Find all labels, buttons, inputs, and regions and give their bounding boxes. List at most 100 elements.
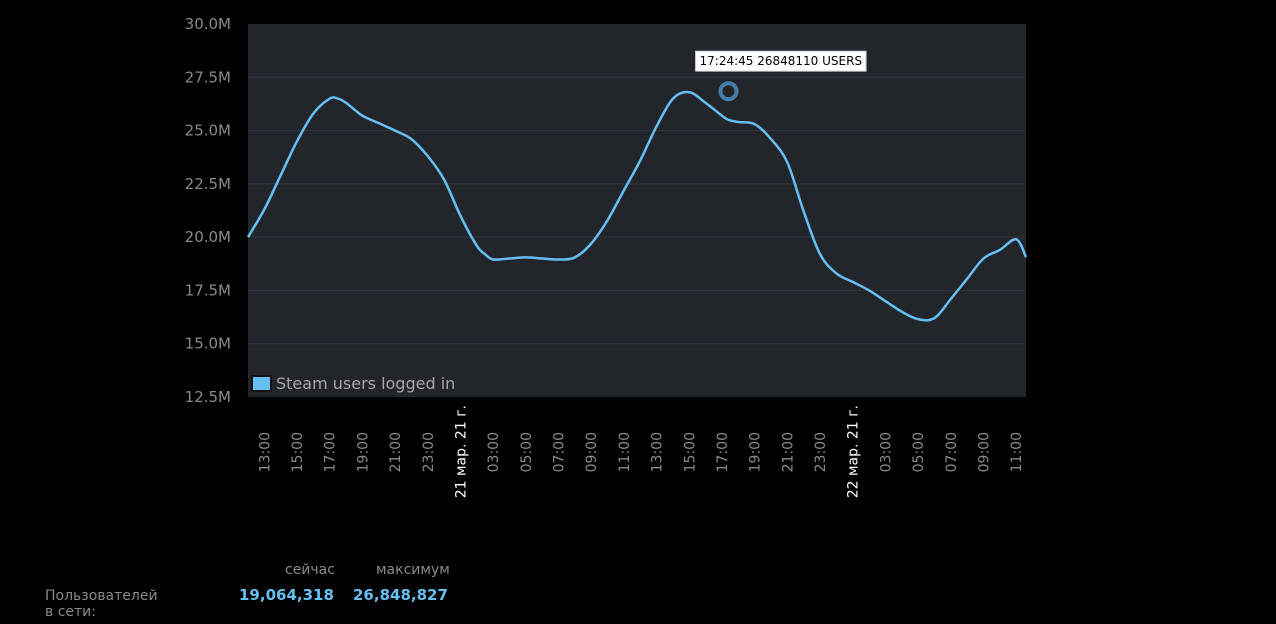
x-date-label: 21 мар. 21 г.	[453, 405, 469, 498]
data-point	[377, 121, 381, 125]
data-point	[589, 242, 593, 246]
tooltip-text: 17:24:45 26848110 USERS	[700, 54, 863, 68]
data-point	[336, 97, 340, 101]
data-point	[475, 244, 479, 248]
data-point	[785, 161, 789, 165]
data-point	[442, 178, 446, 182]
data-point	[883, 299, 887, 303]
data-point	[246, 235, 250, 239]
data-point	[818, 252, 822, 256]
y-tick-label: 20.0M	[185, 228, 231, 246]
data-point	[393, 129, 397, 133]
x-tick-label: 23:00	[421, 432, 437, 472]
x-tick-label: 21:00	[780, 432, 796, 472]
x-tick-label: 11:00	[1009, 432, 1025, 472]
data-point	[360, 114, 364, 118]
data-point	[409, 137, 413, 141]
data-point	[622, 188, 626, 192]
data-point	[311, 112, 315, 116]
data-point	[982, 257, 986, 261]
data-point	[557, 258, 561, 262]
data-point	[671, 97, 675, 101]
x-tick-label: 03:00	[878, 432, 894, 472]
tooltip-box	[695, 50, 867, 72]
data-point	[720, 114, 724, 118]
data-point	[834, 271, 838, 275]
data-point	[459, 214, 463, 218]
data-point	[508, 257, 512, 261]
x-date-label: 22 мар. 21 г.	[846, 405, 862, 498]
data-point	[606, 218, 610, 222]
x-tick-label: 07:00	[552, 432, 568, 472]
x-tick-label: 05:00	[519, 432, 535, 472]
steam-users-chart: 12.5M 15.0M 17.5M 20.0M 22.5M 25.0M 27.5M 30.0M…	[185, 15, 1028, 498]
x-tick-label: 19:00	[355, 432, 371, 472]
stats-value-now: 19,064,318	[239, 586, 334, 604]
y-tick-label: 25.0M	[185, 122, 231, 140]
data-point	[262, 207, 266, 211]
stats-header-now: сейчас	[285, 562, 335, 578]
data-point	[998, 248, 1002, 252]
stats-header-max: максимум	[376, 562, 450, 578]
data-point	[933, 316, 937, 320]
x-tick-label: 15:00	[290, 432, 306, 472]
stats-value-max: 26,848,827	[353, 586, 448, 604]
data-point	[540, 257, 544, 261]
data-point	[900, 310, 904, 314]
hover-point-marker[interactable]	[718, 81, 739, 102]
x-tick-label: 09:00	[977, 432, 993, 472]
data-point	[328, 97, 332, 101]
plot-background	[248, 24, 1026, 397]
data-point	[965, 277, 969, 281]
x-tick-label: 13:00	[650, 432, 666, 472]
x-axis: 13:00 15:00 17:00 19:00 21:00 23:00 21 мар. 21…	[257, 405, 1025, 498]
legend: Steam users logged in	[251, 374, 455, 393]
data-point	[736, 120, 740, 124]
data-point	[655, 124, 659, 128]
data-point	[1014, 237, 1018, 241]
data-point	[916, 317, 920, 321]
data-point	[638, 158, 642, 162]
y-tick-label: 17.5M	[185, 281, 231, 299]
y-tick-label: 12.5M	[185, 388, 231, 406]
x-tick-label: 11:00	[617, 432, 633, 472]
stats-label: Пользователей в сети:	[45, 588, 158, 620]
x-tick-label: 19:00	[748, 432, 764, 472]
data-point	[1024, 255, 1028, 259]
data-point	[573, 255, 577, 259]
data-point	[727, 118, 731, 122]
data-point	[483, 252, 487, 256]
data-point	[295, 139, 299, 143]
x-tick-label: 05:00	[911, 432, 927, 472]
y-tick-label: 27.5M	[185, 68, 231, 86]
data-point	[802, 210, 806, 214]
data-point	[426, 154, 430, 158]
data-point	[867, 288, 871, 292]
data-point	[769, 137, 773, 141]
data-point	[851, 280, 855, 284]
legend-swatch	[251, 375, 272, 392]
data-point	[491, 258, 495, 262]
data-point	[687, 90, 691, 94]
data-point	[279, 173, 283, 177]
y-tick-label: 30.0M	[185, 15, 231, 33]
x-tick-label: 09:00	[584, 432, 600, 472]
x-tick-label: 17:00	[715, 432, 731, 472]
x-tick-label: 15:00	[682, 432, 698, 472]
legend-label: Steam users logged in	[276, 374, 455, 393]
tooltip: 17:24:45 26848110 USERS	[695, 50, 867, 72]
y-tick-label: 22.5M	[185, 175, 231, 193]
data-point	[344, 101, 348, 105]
grid-lines	[248, 76, 1026, 345]
data-point	[753, 122, 757, 126]
x-tick-label: 23:00	[813, 432, 829, 472]
y-axis: 12.5M 15.0M 17.5M 20.0M 22.5M 25.0M 27.5M 30.0M	[185, 15, 231, 406]
data-point	[704, 101, 708, 105]
series-line-steam-users	[246, 90, 1028, 322]
x-tick-label: 03:00	[486, 432, 502, 472]
data-point	[524, 255, 528, 259]
x-tick-label: 07:00	[944, 432, 960, 472]
x-tick-label: 17:00	[323, 432, 339, 472]
x-tick-label: 21:00	[388, 432, 404, 472]
data-point	[949, 297, 953, 301]
